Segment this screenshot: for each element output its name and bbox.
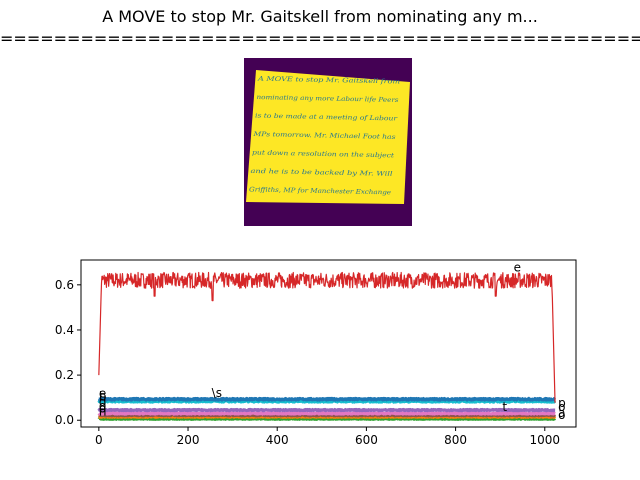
annotation-label: t <box>502 400 507 414</box>
x-tick-label: 0 <box>95 433 103 447</box>
annotation-label: o <box>558 408 565 422</box>
x-tick-label: 600 <box>355 433 378 447</box>
y-tick-label: 0.2 <box>55 368 74 382</box>
series-line-0 <box>98 271 556 403</box>
title-underline: ========================================… <box>0 30 640 48</box>
annotation-label: b <box>99 389 107 403</box>
handwriting-line: Griffiths, MP for Manchester Exchange <box>249 186 391 196</box>
handwriting-text: A MOVE to stop Mr. Gaitskell from nominat… <box>249 76 400 197</box>
annotation-label: \s <box>212 386 222 400</box>
handwriting-image: A MOVE to stop Mr. Gaitskell from nominat… <box>244 58 412 226</box>
annotation-label: d <box>99 395 107 409</box>
plot-frame <box>80 259 577 428</box>
annotation-label: o <box>558 400 565 414</box>
handwriting-line: is to be made at a meeting of Labour <box>255 112 398 122</box>
series-layer <box>97 271 557 421</box>
x-tick-label: 800 <box>444 433 467 447</box>
annotation-label: n <box>99 405 107 419</box>
annotation-label: e <box>514 260 521 274</box>
y-tick-label: 0.0 <box>55 413 74 427</box>
annotation-label: p <box>558 396 566 410</box>
annotation-label: o <box>99 401 106 415</box>
series-line-7 <box>97 416 557 421</box>
axis-ticks: 0 200 400 600 800 1000 0.0 0.2 0.4 0.6 <box>55 278 560 447</box>
handwriting-image-svg: A MOVE to stop Mr. Gaitskell from nominat… <box>246 70 410 204</box>
series-line-4 <box>97 411 557 416</box>
series-line-1 <box>97 396 557 402</box>
annotation-label: e <box>99 387 106 401</box>
paper-sheet <box>246 70 410 204</box>
handwriting-line: MPs tomorrow. Mr. Michael Foot has <box>252 131 396 141</box>
handwriting-line: nominating any more Labour life Peers <box>256 94 399 104</box>
x-tick-label: 200 <box>177 433 200 447</box>
y-tick-label: 0.6 <box>55 278 74 292</box>
handwriting-line: put down a resolution on the subject <box>252 149 395 159</box>
handwriting-line: and he is to be backed by Mr. Will <box>250 168 392 178</box>
handwriting-line: A MOVE to stop Mr. Gaitskell from <box>257 76 400 86</box>
x-tick-label: 1000 <box>530 433 561 447</box>
chart-title: A MOVE to stop Mr. Gaitskell from nomina… <box>102 8 538 26</box>
x-tick-label: 400 <box>266 433 289 447</box>
annotation-label: a <box>558 406 565 420</box>
annotation-label: o <box>99 399 106 413</box>
y-tick-label: 0.4 <box>55 323 74 337</box>
series-line-3 <box>97 407 557 413</box>
